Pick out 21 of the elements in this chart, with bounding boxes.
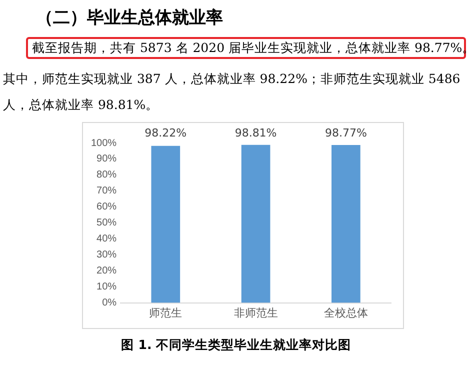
x-tick-label: 非师范生: [234, 306, 278, 320]
x-tick-label: 师范生: [149, 306, 182, 320]
data-label: 98.81%: [234, 126, 277, 140]
y-tick-label: 100%: [91, 138, 117, 149]
caption: 图 1. 不同学生类型毕业生就业率对比图: [120, 337, 352, 354]
data-label: 98.77%: [324, 126, 367, 140]
y-tick-label: 50%: [96, 218, 117, 229]
y-tick-label: 10%: [96, 282, 117, 293]
x-tick-label: 全校总体: [324, 306, 368, 320]
text: 其中，师范生实现就业 387 人，总体就业率 98.22%；非师范生实现就业 5486 人，总体就业率 98.81%。: [3, 70, 462, 114]
y-tick-label: 90%: [96, 154, 117, 165]
text: 截至报告期，共有 5873 名 2020 届毕业生实现就业，总体就业率 98.77%。: [32, 40, 472, 57]
y-tick-label: 20%: [96, 266, 117, 277]
y-tick-label: 70%: [96, 186, 117, 197]
data-label: 98.22%: [144, 126, 187, 140]
y-tick-label: 40%: [96, 234, 117, 245]
y-tick-label: 60%: [96, 202, 117, 213]
y-tick-label: 80%: [96, 170, 117, 181]
y-tick-label: 30%: [96, 250, 117, 261]
chart-title: （二）毕业生总体就业率: [36, 7, 223, 29]
y-tick-label: 0%: [102, 298, 117, 309]
